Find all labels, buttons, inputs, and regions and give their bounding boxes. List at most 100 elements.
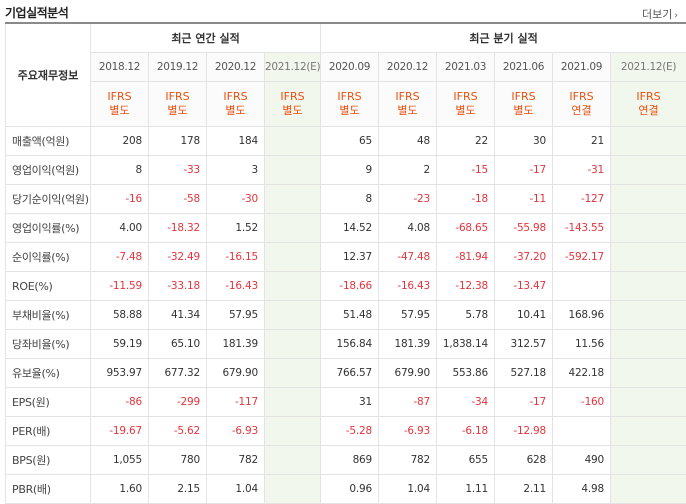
more-label: 더보기	[642, 8, 672, 21]
standard-scope: 별도	[91, 104, 148, 118]
row-label: 순이익률(%)	[6, 243, 91, 272]
period-header: 2018.12	[91, 53, 149, 82]
table-cell: -81.94	[437, 243, 495, 272]
row-label: PBR(배)	[6, 475, 91, 504]
table-cell: -5.28	[321, 417, 379, 446]
table-cell: -5.62	[149, 417, 207, 446]
table-cell: -31	[553, 156, 611, 185]
section-title: 기업실적분석	[5, 4, 68, 21]
table-cell	[611, 417, 686, 446]
table-cell: -87	[379, 388, 437, 417]
table-cell: -19.67	[91, 417, 149, 446]
table-cell: 2.11	[495, 475, 553, 504]
period-header: 2020.12	[207, 53, 265, 82]
standard-type: IFRS	[437, 90, 494, 104]
row-label: BPS(원)	[6, 446, 91, 475]
standard-type: IFRS	[91, 90, 148, 104]
table-cell	[611, 214, 686, 243]
table-cell: 766.57	[321, 359, 379, 388]
standard-type: IFRS	[321, 90, 378, 104]
standard-type: IFRS	[265, 90, 320, 104]
table-cell: 953.97	[91, 359, 149, 388]
table-cell: 41.34	[149, 301, 207, 330]
table-cell	[265, 417, 321, 446]
table-cell	[611, 185, 686, 214]
table-cell	[611, 301, 686, 330]
table-cell	[265, 388, 321, 417]
table-cell: 1.04	[207, 475, 265, 504]
corner-label: 주요재무정보	[6, 23, 91, 127]
period-header: 2021.06	[495, 53, 553, 82]
table-cell: -16.43	[207, 272, 265, 301]
table-cell: -33	[149, 156, 207, 185]
standard-scope: 별도	[207, 104, 264, 118]
row-label: 매출액(억원)	[6, 127, 91, 156]
table-cell: 48	[379, 127, 437, 156]
table-cell: -34	[437, 388, 495, 417]
table-cell: -37.20	[495, 243, 553, 272]
table-cell: 156.84	[321, 330, 379, 359]
row-label: 당기순이익(억원)	[6, 185, 91, 214]
table-cell: -7.48	[91, 243, 149, 272]
table-cell: -12.38	[437, 272, 495, 301]
table-cell	[265, 214, 321, 243]
table-cell: -13.47	[495, 272, 553, 301]
table-cell: 1,838.14	[437, 330, 495, 359]
period-header: 2020.12	[379, 53, 437, 82]
table-cell	[611, 475, 686, 504]
table-cell	[265, 475, 321, 504]
table-cell: 5.78	[437, 301, 495, 330]
table-cell: 31	[321, 388, 379, 417]
standard-scope: 별도	[437, 104, 494, 118]
table-cell: 490	[553, 446, 611, 475]
table-cell: 679.90	[207, 359, 265, 388]
table-cell: 8	[91, 156, 149, 185]
table-row: PER(배)-19.67-5.62-6.93-5.28-6.93-6.18-12…	[6, 417, 686, 446]
table-cell: -16	[91, 185, 149, 214]
table-cell: 65	[321, 127, 379, 156]
chevron-right-icon: ›	[674, 11, 678, 21]
table-cell: 312.57	[495, 330, 553, 359]
table-cell: -117	[207, 388, 265, 417]
standard-type: IFRS	[149, 90, 206, 104]
table-cell: -299	[149, 388, 207, 417]
table-cell: -30	[207, 185, 265, 214]
more-link[interactable]: 더보기›	[642, 6, 678, 22]
standard-scope: 별도	[149, 104, 206, 118]
table-cell: -6.18	[437, 417, 495, 446]
row-label: ROE(%)	[6, 272, 91, 301]
table-cell: -16.43	[379, 272, 437, 301]
table-cell	[265, 446, 321, 475]
standard-type: IFRS	[207, 90, 264, 104]
table-cell	[553, 272, 611, 301]
table-cell: -47.48	[379, 243, 437, 272]
table-cell: 1.11	[437, 475, 495, 504]
table-cell: 679.90	[379, 359, 437, 388]
table-cell	[265, 185, 321, 214]
table-cell: -55.98	[495, 214, 553, 243]
table-cell	[611, 243, 686, 272]
period-header: 2020.09	[321, 53, 379, 82]
table-cell: 1.52	[207, 214, 265, 243]
table-cell: 3	[207, 156, 265, 185]
table-cell	[265, 272, 321, 301]
table-cell: 22	[437, 127, 495, 156]
table-cell: 527.18	[495, 359, 553, 388]
period-header: 2021.03	[437, 53, 495, 82]
standard-scope: 연결	[611, 104, 686, 118]
table-cell: 8	[321, 185, 379, 214]
table-cell	[611, 330, 686, 359]
table-cell: 869	[321, 446, 379, 475]
